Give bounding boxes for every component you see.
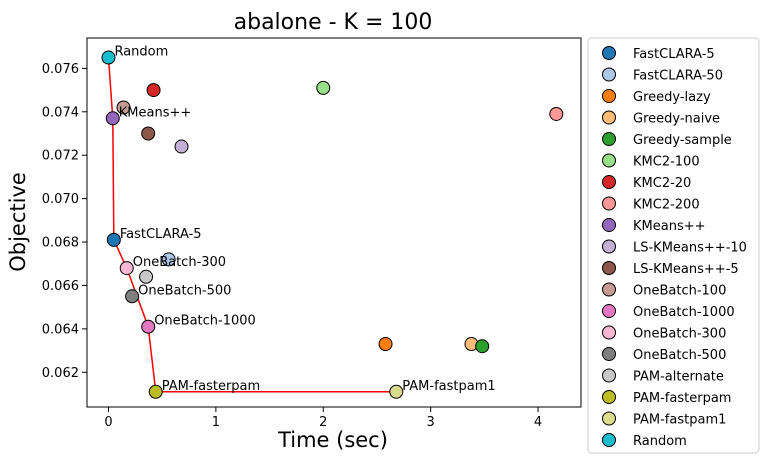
y-tick-label: 0.068 <box>42 236 79 251</box>
legend-marker <box>602 282 616 297</box>
legend-marker <box>602 67 616 82</box>
legend-marker <box>602 110 616 125</box>
chart-title: abalone - K = 100 <box>234 10 433 35</box>
legend-label: KMeans++ <box>633 219 706 234</box>
y-tick-label: 0.070 <box>42 192 79 207</box>
point-label-KMeans++: KMeans++ <box>119 105 192 120</box>
x-tick-label: 4 <box>534 415 542 430</box>
point-Greedy-sample <box>475 339 490 354</box>
point-label-FastCLARA-5: FastCLARA-5 <box>120 227 202 242</box>
point-OneBatch-300 <box>119 261 134 276</box>
y-tick-label: 0.074 <box>42 105 79 120</box>
legend-marker <box>602 196 616 211</box>
x-tick-label: 1 <box>212 415 220 430</box>
point-KMeans++ <box>105 111 120 126</box>
legend-marker <box>602 46 616 60</box>
legend-label: Greedy-sample <box>633 133 732 148</box>
y-tick-label: 0.076 <box>42 62 79 77</box>
point-label-PAM-fastpam1: PAM-fastpam1 <box>402 379 495 394</box>
legend-label: Random <box>633 434 687 449</box>
x-tick-label: 3 <box>427 415 435 430</box>
legend-label: OneBatch-100 <box>633 284 726 299</box>
y-tick-label: 0.064 <box>42 322 79 337</box>
point-PAM-fastpam1 <box>389 384 404 399</box>
point-FastCLARA-50 <box>161 252 176 267</box>
point-label-Random: Random <box>114 45 168 60</box>
legend-marker <box>602 132 616 146</box>
legend-label: PAM-fastpam1 <box>633 413 726 428</box>
point-PAM-fasterpam <box>148 384 163 399</box>
y-tick-label: 0.072 <box>42 149 79 164</box>
legend-marker <box>602 175 616 189</box>
point-OneBatch-100 <box>116 100 131 115</box>
point-LS-KMeans++-10 <box>174 139 189 154</box>
point-LS-KMeans++-5 <box>141 126 156 141</box>
point-KMC2-20 <box>146 83 161 98</box>
legend-label: Greedy-lazy <box>633 90 711 105</box>
legend-frame <box>587 37 760 454</box>
legend-label: KMC2-100 <box>633 155 700 170</box>
x-tick-label: 2 <box>319 415 327 430</box>
legend-label: FastCLARA-5 <box>633 47 715 62</box>
legend-label: LS-KMeans++-10 <box>633 241 747 256</box>
legend-marker <box>602 368 616 383</box>
point-FastCLARA-5 <box>106 232 121 247</box>
plot-frame <box>86 37 582 408</box>
legend-marker <box>602 411 616 426</box>
legend-marker <box>602 347 616 361</box>
legend: FastCLARA-5 FastCLARA-50 Greedy-lazy Greedy… <box>587 37 760 454</box>
point-OneBatch-1000 <box>141 319 156 334</box>
legend-label: KMC2-200 <box>633 198 700 213</box>
point-PAM-alternate <box>139 269 154 284</box>
legend-label: OneBatch-500 <box>633 348 726 363</box>
legend-label: OneBatch-300 <box>633 327 726 342</box>
point-KMC2-200 <box>549 106 564 121</box>
legend-label: PAM-fasterpam <box>633 391 731 406</box>
point-OneBatch-500 <box>125 289 140 304</box>
legend-marker <box>602 239 616 254</box>
legend-marker <box>602 89 616 103</box>
legend-label: KMC2-20 <box>633 176 691 191</box>
point-label-OneBatch-500: OneBatch-500 <box>138 283 231 298</box>
point-label-PAM-fasterpam: PAM-fasterpam <box>162 379 260 394</box>
point-label-OneBatch-300: OneBatch-300 <box>133 255 226 270</box>
legend-marker <box>602 153 616 168</box>
legend-marker <box>602 433 616 447</box>
legend-label: PAM-alternate <box>633 370 724 385</box>
point-Greedy-lazy <box>378 337 393 352</box>
point-Random <box>101 50 116 65</box>
legend-label: Greedy-naive <box>633 112 720 127</box>
x-tick-label: 0 <box>104 415 112 430</box>
legend-marker <box>602 218 616 232</box>
legend-marker <box>602 390 616 404</box>
legend-label: OneBatch-1000 <box>633 305 735 320</box>
y-axis-label: Objective <box>6 172 30 272</box>
legend-label: LS-KMeans++-5 <box>633 262 739 277</box>
legend-marker <box>602 261 616 275</box>
y-tick-label: 0.066 <box>42 279 79 294</box>
plot-area: 0 1 2 3 4 0.062 0.064 0.066 0.068 0.070 0.072 0.074… <box>42 37 582 430</box>
legend-marker <box>602 304 616 318</box>
legend-marker <box>602 325 616 340</box>
point-label-OneBatch-1000: OneBatch-1000 <box>154 314 256 329</box>
point-KMC2-100 <box>316 80 331 95</box>
x-axis-label: Time (sec) <box>277 428 388 452</box>
y-tick-label: 0.062 <box>42 366 79 381</box>
legend-label: FastCLARA-50 <box>633 69 723 84</box>
